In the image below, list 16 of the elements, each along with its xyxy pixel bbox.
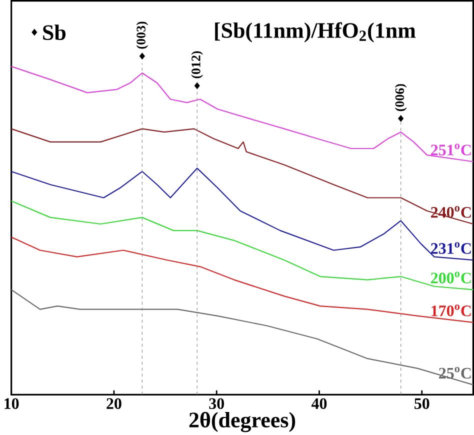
annotation: (003) [136, 21, 148, 48]
text: Sb [43, 24, 66, 40]
x-tick-label: 10 [4, 398, 19, 409]
series-label: 25$^{o}$C [439, 366, 471, 378]
x-tick-label: 50 [414, 398, 430, 409]
series-label: 231$^{o}$C [431, 242, 471, 254]
x-tick-label: 20 [106, 398, 122, 409]
x-tick-label: 30 [209, 398, 224, 409]
x-tick-label: 40 [311, 398, 327, 409]
annotation: (012) [191, 51, 203, 78]
series-label: 200$^{o}$C [431, 272, 471, 284]
chart-title: [Sb(11nm)/HfO$_{2}$(1nm [215, 22, 416, 42]
series-label: 251$^{o}$C [431, 144, 471, 156]
series-label: 170$^{o}$C [432, 304, 471, 316]
x-axis-title: 2θ(degrees) [189, 412, 296, 432]
annotation: (006) [394, 84, 407, 111]
